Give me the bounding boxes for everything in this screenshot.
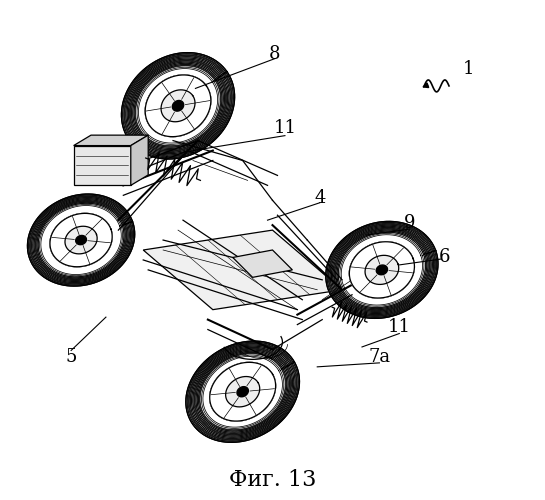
Polygon shape: [237, 386, 249, 397]
Polygon shape: [27, 194, 135, 286]
Polygon shape: [65, 226, 97, 254]
Text: Фиг. 13: Фиг. 13: [229, 468, 316, 490]
Polygon shape: [226, 376, 260, 407]
Polygon shape: [131, 135, 148, 186]
Polygon shape: [76, 236, 87, 244]
Polygon shape: [376, 265, 387, 274]
Text: 4: 4: [314, 189, 325, 207]
Polygon shape: [326, 222, 438, 318]
Polygon shape: [145, 75, 211, 136]
Text: 11: 11: [274, 119, 296, 137]
Text: 6: 6: [438, 248, 450, 266]
Polygon shape: [186, 341, 300, 442]
Polygon shape: [74, 135, 148, 145]
Text: 8: 8: [269, 44, 281, 62]
Polygon shape: [349, 242, 414, 298]
Text: 7a: 7a: [368, 348, 390, 366]
Text: 11: 11: [388, 318, 411, 336]
Polygon shape: [122, 52, 234, 159]
Polygon shape: [172, 100, 184, 111]
Polygon shape: [50, 214, 112, 266]
Polygon shape: [74, 146, 131, 186]
Polygon shape: [365, 256, 399, 284]
Polygon shape: [349, 242, 414, 298]
Text: 1: 1: [463, 60, 475, 78]
Polygon shape: [210, 362, 276, 421]
Polygon shape: [161, 90, 195, 122]
Polygon shape: [143, 230, 342, 310]
Polygon shape: [233, 250, 292, 278]
Text: 9: 9: [403, 214, 415, 232]
Text: 5: 5: [65, 348, 77, 366]
Polygon shape: [145, 75, 211, 136]
Polygon shape: [210, 362, 276, 421]
Polygon shape: [50, 214, 112, 266]
